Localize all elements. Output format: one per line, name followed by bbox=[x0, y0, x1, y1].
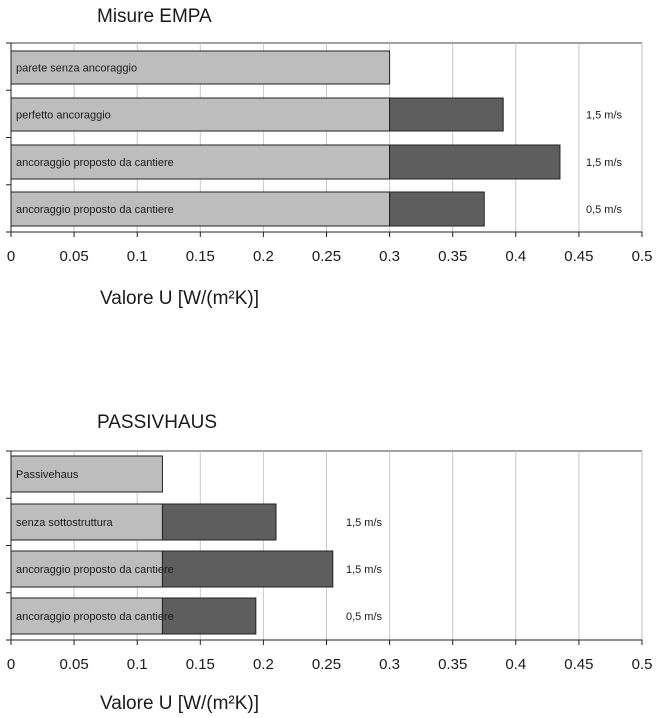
x-tick-label: 0.25 bbox=[312, 248, 341, 265]
bar-label: parete senza ancoraggio bbox=[16, 63, 137, 75]
bar-label: perfetto ancoraggio bbox=[16, 110, 111, 122]
x-tick-label: 0.5 bbox=[632, 248, 653, 265]
bar-segment-2 bbox=[389, 97, 504, 132]
x-tick-label: 0.1 bbox=[127, 656, 148, 673]
bar-segment-1 bbox=[10, 455, 163, 493]
x-tick-label: 0 bbox=[7, 248, 15, 265]
bar-segment-2 bbox=[161, 550, 334, 588]
bar-label: ancoraggio proposto da cantiere bbox=[16, 157, 174, 169]
bar-segment-2 bbox=[161, 597, 257, 635]
bar-label: senza sottostruttura bbox=[16, 517, 113, 529]
bar-segment-2 bbox=[161, 503, 277, 541]
speed-annotation: 1,5 m/s bbox=[346, 517, 383, 529]
x-tick-label: 0.4 bbox=[505, 248, 526, 265]
x-tick-label: 0.25 bbox=[312, 656, 341, 673]
x-tick-label: 0.3 bbox=[379, 656, 400, 673]
bar-segment-1 bbox=[10, 597, 163, 635]
x-tick-label: 0.15 bbox=[186, 248, 215, 265]
x-tick-label: 0.35 bbox=[438, 656, 467, 673]
x-tick-label: 0.3 bbox=[379, 248, 400, 265]
x-axis-label: Valore U [W/(m²K)] bbox=[100, 288, 259, 309]
speed-annotation: 1,5 m/s bbox=[346, 564, 383, 576]
bar-segment-1 bbox=[10, 97, 391, 132]
x-tick-label: 0.2 bbox=[253, 248, 274, 265]
bar-label: ancoraggio proposto da cantiere bbox=[16, 204, 174, 216]
bar-label: ancoraggio proposto da cantiere bbox=[16, 611, 174, 623]
bar-segment-2 bbox=[389, 191, 485, 227]
x-tick-label: 0.35 bbox=[438, 248, 467, 265]
x-tick-label: 0.5 bbox=[632, 656, 653, 673]
speed-annotation: 1,5 m/s bbox=[586, 110, 623, 122]
x-tick-label: 0.05 bbox=[59, 656, 88, 673]
x-tick-label: 0.45 bbox=[564, 248, 593, 265]
bar-segment-1 bbox=[10, 191, 391, 227]
x-tick-label: 0 bbox=[7, 656, 15, 673]
speed-annotation: 1,5 m/s bbox=[586, 157, 623, 169]
x-tick-label: 0.2 bbox=[253, 656, 274, 673]
x-tick-label: 0.4 bbox=[505, 656, 526, 673]
bar-segment-2 bbox=[389, 144, 561, 180]
x-tick-label: 0.45 bbox=[564, 656, 593, 673]
x-axis-label: Valore U [W/(m²K)] bbox=[100, 693, 259, 714]
x-tick-label: 0.15 bbox=[186, 656, 215, 673]
chart-panel-2: PASSIVHAUS Passivehaus senza sottostruttur… bbox=[6, 412, 652, 714]
chart-panel-1: Misure EMPA parete senza ancoraggio perfet… bbox=[6, 6, 652, 309]
bar-label: ancoraggio proposto da cantiere bbox=[16, 564, 174, 576]
chart-title: PASSIVHAUS bbox=[97, 412, 217, 433]
bar-label: Passivehaus bbox=[16, 469, 79, 481]
chart-title: Misure EMPA bbox=[97, 6, 212, 27]
x-tick-label: 0.05 bbox=[59, 248, 88, 265]
speed-annotation: 0,5 m/s bbox=[586, 204, 623, 216]
bar-segment-1 bbox=[10, 550, 163, 588]
bar-segment-1 bbox=[10, 50, 391, 85]
x-tick-label: 0.1 bbox=[127, 248, 148, 265]
speed-annotation: 0,5 m/s bbox=[346, 611, 383, 623]
